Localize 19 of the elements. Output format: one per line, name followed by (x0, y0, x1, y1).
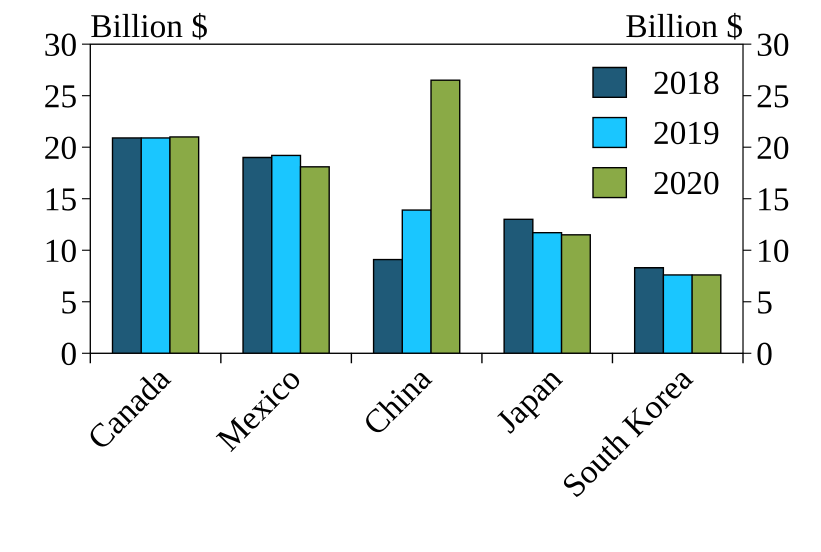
y-tick-label: 20 (45, 136, 76, 160)
y2-tick-label: 20 (758, 136, 788, 160)
y2-tick-label: 5 (758, 291, 772, 314)
y-tick-label: 25 (45, 85, 76, 108)
y-tick-label: 0 (62, 342, 76, 366)
y-axis-title: Billion $ (91, 12, 207, 40)
y2-tick-label: 15 (759, 188, 788, 211)
y-tick-label: 15 (46, 188, 76, 211)
y2-tick-label: 0 (757, 342, 772, 366)
y2-tick-label: 25 (758, 85, 788, 108)
y2-tick-label: 10 (759, 240, 788, 262)
legend-label: 2020 (654, 172, 718, 194)
y-tick-label: 10 (46, 240, 76, 262)
legend-label: 2018 (654, 72, 718, 94)
y2-axis-title: Billion $ (626, 12, 742, 40)
y-tick-label: 5 (62, 291, 76, 314)
y2-tick-label: 30 (758, 34, 788, 56)
y-tick-label: 30 (45, 34, 76, 56)
legend-label: 2019 (654, 122, 718, 144)
